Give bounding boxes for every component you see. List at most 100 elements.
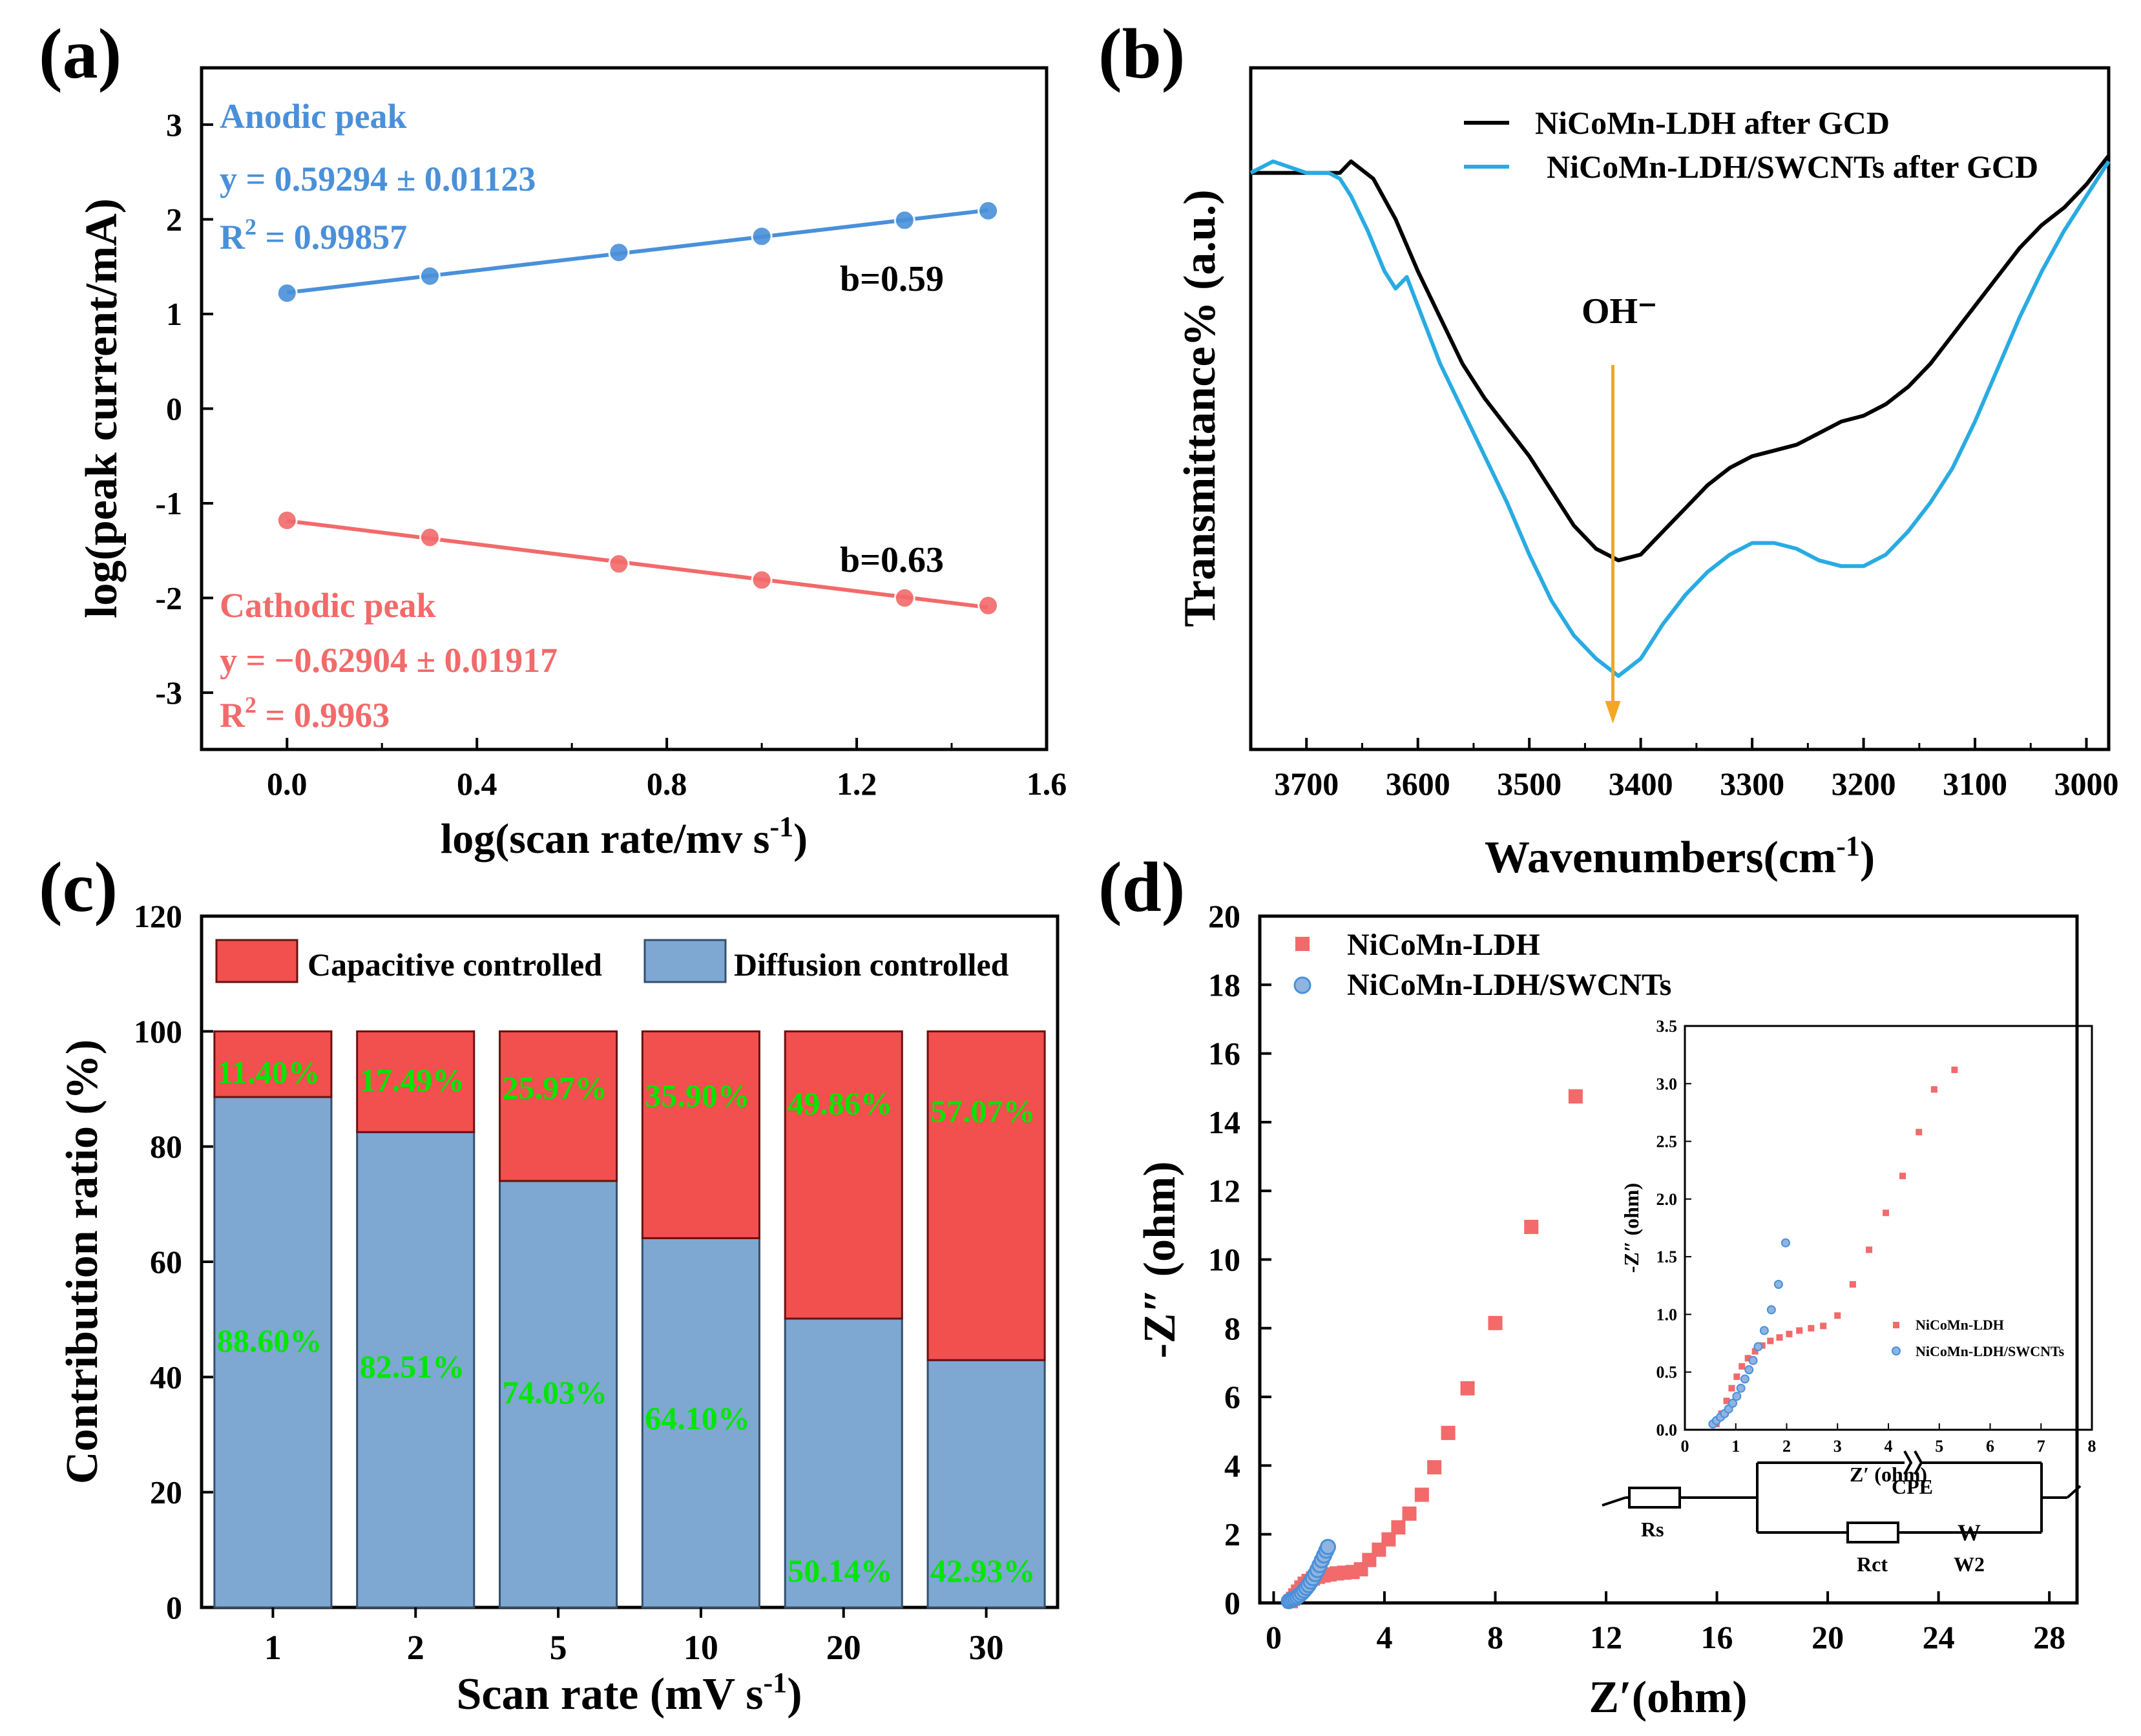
anodic-title: Anodic peak (220, 97, 407, 136)
y-tick-label: 0 (1224, 1585, 1240, 1621)
x-tick-label: 20 (826, 1628, 861, 1667)
x-tick-label: 1.6 (1027, 766, 1067, 802)
rs-label: Rs (1641, 1518, 1664, 1541)
panel-b-frame (1249, 66, 2111, 751)
y-tick-label: 2 (1224, 1516, 1240, 1553)
y-tick-label: 3 (166, 107, 182, 143)
inset-ldh-point (1916, 1129, 1923, 1136)
panel-b-xlabel-close: ) (1860, 833, 1875, 883)
ldh-spectrum (1251, 154, 2111, 563)
x-tick-label: 5 (550, 1628, 567, 1667)
legend-d-ldh-label: NiCoMn-LDH (1347, 928, 1540, 962)
y-tick-label: 4 (1224, 1447, 1240, 1483)
x-tick-label: 3000 (2054, 766, 2119, 802)
panel-b-xlabel-unit: (cm (1764, 833, 1837, 883)
x-tick-label: 0.0 (267, 766, 308, 802)
ldh-point (1488, 1315, 1503, 1330)
inset-ldh-point (1849, 1281, 1856, 1288)
cathodic-title: Cathodic peak (220, 586, 436, 625)
y-tick-label: 2 (166, 201, 182, 237)
inset-y-tick-label: 1.0 (1656, 1305, 1678, 1324)
ldh-point (1441, 1425, 1456, 1440)
inset-swcnt-point (1736, 1383, 1746, 1393)
inset-ldh-point (1728, 1385, 1735, 1392)
panel-c-ylabel: Contribution ratio (%) (57, 1040, 107, 1484)
x-tick-label: 3200 (1832, 766, 1896, 802)
inset-x-tick-label: 6 (1986, 1437, 1994, 1456)
inset-x-tick-label: 7 (2037, 1437, 2045, 1456)
inset-x-tick-label: 2 (1782, 1437, 1791, 1456)
fit-line-cathodic (286, 519, 988, 610)
capacitive-bar (213, 1030, 333, 1098)
cathodic-r2-value: = 0.9963 (256, 696, 390, 735)
y-tick-label: 120 (134, 898, 182, 934)
x-tick-label: 30 (969, 1628, 1004, 1667)
ldh-point (1568, 1089, 1583, 1104)
anodic-point (419, 265, 441, 287)
x-tick-label: 3400 (1609, 766, 1673, 802)
inset-ldh-point (1739, 1363, 1746, 1370)
inset-legend-ldh-marker (1893, 1322, 1899, 1328)
inset-xlabel: Z′ (ohm) (1850, 1463, 1927, 1486)
cathodic-point (893, 587, 915, 609)
b-anodic-label: b=0.59 (840, 259, 944, 299)
inset-swcnt-point (1753, 1342, 1763, 1352)
cathodic-point (751, 569, 773, 591)
diffusion-value-label: 50.14% (788, 1553, 893, 1589)
cathodic-point (608, 553, 630, 575)
x-tick-label: 28 (2033, 1619, 2065, 1655)
y-tick-label: 6 (1224, 1379, 1240, 1415)
ldh-point (1460, 1381, 1475, 1396)
inset-y-tick-label: 2.0 (1656, 1190, 1678, 1209)
y-tick-label: 20 (150, 1474, 182, 1511)
w2-label: W2 (1954, 1553, 1985, 1576)
inset-x-tick-label: 0 (1681, 1437, 1689, 1456)
panel-a-ylabel: log(peak current/mA) (77, 198, 127, 618)
x-tick-label: 0.4 (457, 766, 497, 802)
legend-b-swcnt-label: NiCoMn-LDH/SWCNTs after GCD (1547, 149, 2038, 185)
fit-line-anodic (286, 208, 988, 295)
panel-a-chart: 0.0 0.4 0.8 1.2 1.6 -3 -2 -1 0 1 2 3 Anodic peak y … (77, 66, 1067, 863)
inset-ldh-point (1883, 1209, 1890, 1217)
legend-b-ldh-label: NiCoMn-LDH after GCD (1535, 105, 1890, 141)
cathodic-point (977, 594, 999, 616)
capacitive-value-label: 57.07% (930, 1093, 1036, 1129)
y-tick-label: 60 (150, 1244, 182, 1280)
legend-c-capacitive-label: Capacitive controlled (308, 946, 602, 983)
x-tick-label: 4 (1376, 1619, 1392, 1655)
y-tick-label: 0 (166, 1589, 182, 1626)
panel-b-label: (b) (1098, 14, 1185, 93)
inset-y-tick-label: 2.5 (1656, 1133, 1678, 1151)
swcnt-point (1319, 1538, 1336, 1555)
equivalent-circuit (1602, 1450, 2082, 1543)
x-tick-label: 2 (407, 1628, 424, 1667)
diffusion-value-label: 88.60% (217, 1323, 322, 1359)
y-tick-label: 10 (1208, 1242, 1240, 1278)
anodic-equation: y = 0.59294 ± 0.01123 (220, 160, 536, 198)
panel-b-ylabel: Transmittance% (a.u.) (1175, 189, 1225, 627)
inset-ldh-point (1751, 1348, 1759, 1355)
x-tick-label: 3100 (1943, 766, 2007, 802)
x-tick-label: 24 (1923, 1619, 1955, 1655)
inset-legend-swcnt-label: NiCoMn-LDH/SWCNTs (1916, 1343, 2065, 1359)
x-tick-label: 3300 (1720, 766, 1784, 802)
y-tick-label: 0 (166, 391, 182, 427)
y-tick-label: 1 (166, 296, 182, 332)
inset-ldh-point (1767, 1337, 1774, 1344)
cathodic-point (419, 527, 441, 549)
ldh-point (1391, 1520, 1406, 1535)
inset-ldh-point (1951, 1066, 1958, 1073)
y-tick-label: -2 (155, 580, 182, 616)
inset-swcnt-point (1744, 1365, 1754, 1375)
diffusion-bar (641, 1237, 760, 1609)
x-tick-label: 3500 (1497, 766, 1561, 802)
inset-x-tick-label: 8 (2088, 1437, 2096, 1456)
inset-ldh-point (1796, 1327, 1803, 1334)
inset-y-tick-label: 3.5 (1656, 1017, 1678, 1036)
inset-x-tick-label: 3 (1833, 1437, 1842, 1456)
y-tick-label: -3 (155, 675, 182, 711)
ldh-point (1414, 1487, 1429, 1502)
cpe-label: CPE (1892, 1475, 1933, 1498)
y-tick-label: 16 (1208, 1036, 1240, 1072)
